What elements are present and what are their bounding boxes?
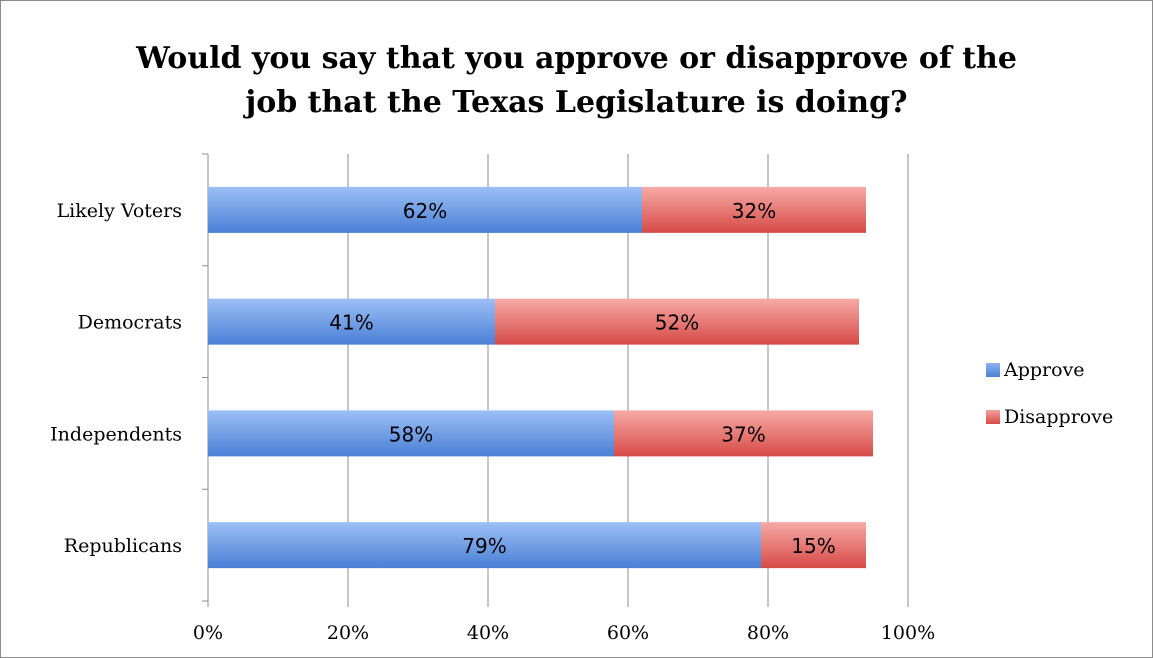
legend-swatch-disapprove xyxy=(986,410,1000,424)
legend-swatch-approve xyxy=(986,363,1000,377)
category-label: Independents xyxy=(50,423,182,445)
x-tick-label: 60% xyxy=(607,622,649,644)
x-tick-label: 40% xyxy=(467,622,509,644)
bar-disapprove xyxy=(614,410,873,457)
bar-approve xyxy=(208,522,761,569)
x-tick-label: 0% xyxy=(193,622,223,644)
x-tick-label: 100% xyxy=(881,622,935,644)
bar-approve xyxy=(208,186,642,233)
chart-title-line-1: Would you say that you approve or disapp… xyxy=(136,41,1017,76)
legend: Approve Disapprove xyxy=(986,356,1113,450)
data-label: 15% xyxy=(791,534,835,558)
category-label: Republicans xyxy=(64,535,182,557)
data-label: 41% xyxy=(329,311,373,335)
x-tick-label: 80% xyxy=(747,622,789,644)
chart-title-line-2: job that the Texas Legislature is doing? xyxy=(245,85,908,120)
x-tick-label: 20% xyxy=(327,622,369,644)
legend-item-disapprove: Disapprove xyxy=(986,403,1113,431)
legend-label-approve: Approve xyxy=(1004,359,1085,381)
category-label: Likely Voters xyxy=(57,200,182,222)
data-label: 58% xyxy=(389,422,433,446)
data-label: 37% xyxy=(721,422,765,446)
bar-disapprove xyxy=(761,522,866,569)
data-label: 62% xyxy=(403,199,447,223)
bar-approve xyxy=(208,298,495,345)
data-label: 52% xyxy=(655,311,699,335)
category-label: Democrats xyxy=(78,312,182,334)
data-label: 79% xyxy=(462,534,506,558)
bar-disapprove xyxy=(495,298,859,345)
chart-title: Would you say that you approve or disapp… xyxy=(1,37,1152,125)
bar-disapprove xyxy=(642,186,866,233)
data-label: 32% xyxy=(732,199,776,223)
legend-label-disapprove: Disapprove xyxy=(1004,406,1114,428)
bar-approve xyxy=(208,410,614,457)
legend-item-approve: Approve xyxy=(986,356,1113,384)
